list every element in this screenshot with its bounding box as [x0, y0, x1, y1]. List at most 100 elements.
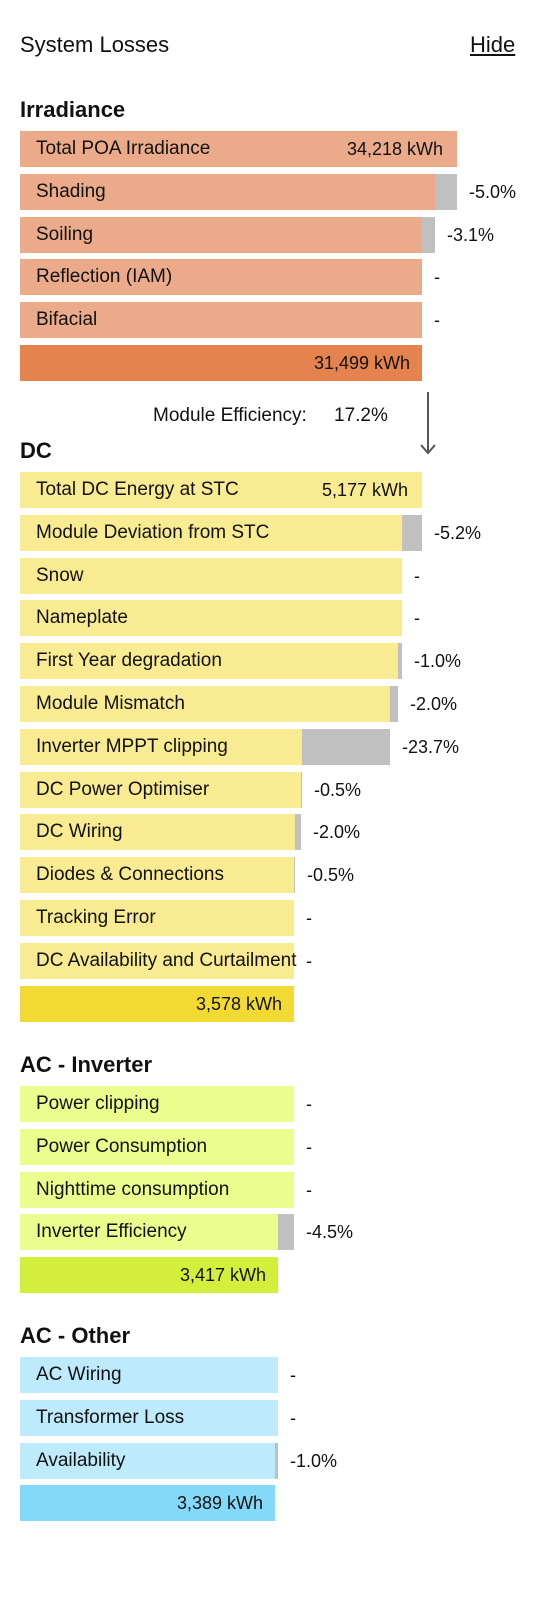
section-total-value: 31,499 kWh: [313, 353, 410, 373]
row-label: DC Availability and Curtailment: [36, 950, 297, 971]
loss-percent: -1.0%: [414, 651, 462, 671]
row-label: Power clipping: [36, 1093, 160, 1114]
loss-percent: -4.5%: [306, 1222, 354, 1242]
loss-percent: -23.7%: [402, 737, 460, 757]
row-value: 34,218 kWh: [346, 139, 443, 159]
section-total-bar: [20, 1257, 278, 1293]
loss-percent: -2.0%: [410, 694, 458, 714]
row-label: Module Deviation from STC: [36, 522, 270, 543]
row-label: AC Wiring: [36, 1364, 122, 1385]
section-total-bar: [20, 1485, 275, 1521]
loss-segment: [302, 729, 390, 765]
loss-bar: [20, 1443, 275, 1479]
loss-percent: -: [306, 908, 312, 928]
row-label: Reflection (IAM): [36, 266, 173, 287]
loss-bar: [20, 131, 457, 167]
loss-bar: [20, 1086, 294, 1122]
loss-segment: [422, 217, 435, 253]
loss-percent: -: [306, 1180, 312, 1200]
section-title-ac_inverter: AC - Inverter: [20, 1052, 153, 1077]
loss-bar: [20, 772, 301, 808]
row-label: Total POA Irradiance: [36, 138, 211, 159]
loss-segment: [301, 772, 302, 808]
row-label: Module Mismatch: [36, 693, 185, 714]
loss-percent: -: [306, 951, 312, 971]
loss-percent: -5.2%: [434, 523, 482, 543]
loss-segment: [402, 515, 422, 551]
row-label: Shading: [36, 181, 106, 202]
loss-bar: [20, 857, 294, 893]
row-label: Total DC Energy at STC: [36, 479, 239, 500]
loss-bar: [20, 900, 294, 936]
loss-percent: -0.5%: [314, 780, 362, 800]
loss-percent: -: [306, 1094, 312, 1114]
loss-percent: -2.0%: [313, 822, 361, 842]
loss-bar: [20, 943, 294, 979]
loss-percent: -3.1%: [447, 225, 495, 245]
loss-bar: [20, 302, 422, 338]
loss-segment: [295, 814, 301, 850]
loss-bar: [20, 1129, 294, 1165]
row-label: Soiling: [36, 224, 94, 245]
section-total-bar: [20, 345, 422, 381]
loss-segment: [278, 1214, 294, 1250]
loss-bar: [20, 558, 402, 594]
section-total-bar: [20, 986, 294, 1022]
module-efficiency-value: 17.2%: [334, 405, 388, 426]
row-label: Power Consumption: [36, 1136, 208, 1157]
row-label: Inverter Efficiency: [36, 1221, 187, 1242]
row-label: Bifacial: [36, 309, 98, 330]
section-title-ac_other: AC - Other: [20, 1323, 130, 1348]
down-arrow-icon: [420, 392, 436, 455]
loss-bar: [20, 1400, 278, 1436]
row-label: Availability: [36, 1450, 126, 1471]
loss-percent: -: [306, 1137, 312, 1157]
loss-percent: -: [434, 310, 440, 330]
loss-bar: [20, 814, 295, 850]
loss-percent: -: [414, 608, 420, 628]
loss-bar: [20, 515, 402, 551]
loss-bar: [20, 686, 390, 722]
loss-bar: [20, 1214, 278, 1250]
loss-percent: -: [434, 267, 440, 287]
section-total-value: 3,389 kWh: [176, 1493, 263, 1513]
loss-segment: [294, 857, 295, 893]
row-label: Diodes & Connections: [36, 864, 224, 885]
loss-segment: [398, 643, 402, 679]
loss-bar: [20, 729, 302, 765]
system-losses-title: System Losses: [20, 32, 170, 57]
loss-segment: [275, 1443, 278, 1479]
loss-bar: [20, 174, 435, 210]
loss-segment: [390, 686, 398, 722]
row-label: Transformer Loss: [36, 1407, 185, 1428]
loss-bar: [20, 259, 422, 295]
row-label: First Year degradation: [36, 650, 222, 671]
hide-link[interactable]: Hide: [470, 32, 516, 57]
row-label: DC Power Optimiser: [36, 779, 210, 800]
row-label: Nighttime consumption: [36, 1179, 230, 1200]
section-title-irradiance: Irradiance: [20, 97, 126, 122]
loss-bar: [20, 1357, 278, 1393]
module-efficiency-label: Module Efficiency:: [153, 405, 307, 426]
loss-percent: -0.5%: [307, 865, 355, 885]
loss-bar: [20, 643, 398, 679]
loss-percent: -: [414, 566, 420, 586]
row-value: 5,177 kWh: [321, 480, 408, 500]
row-label: DC Wiring: [36, 821, 123, 842]
loss-bar: [20, 472, 422, 508]
section-total-value: 3,578 kWh: [195, 994, 282, 1014]
row-label: Inverter MPPT clipping: [36, 736, 228, 757]
loss-percent: -5.0%: [469, 182, 517, 202]
loss-bar: [20, 600, 402, 636]
section-total-value: 3,417 kWh: [179, 1265, 266, 1285]
loss-segment: [435, 174, 457, 210]
section-title-dc: DC: [20, 438, 52, 463]
row-label: Tracking Error: [36, 907, 156, 928]
loss-percent: -: [290, 1365, 296, 1385]
loss-bar: [20, 217, 422, 253]
loss-percent: -: [290, 1408, 296, 1428]
row-label: Snow: [36, 565, 84, 586]
loss-percent: -1.0%: [290, 1451, 338, 1471]
loss-bar: [20, 1172, 294, 1208]
